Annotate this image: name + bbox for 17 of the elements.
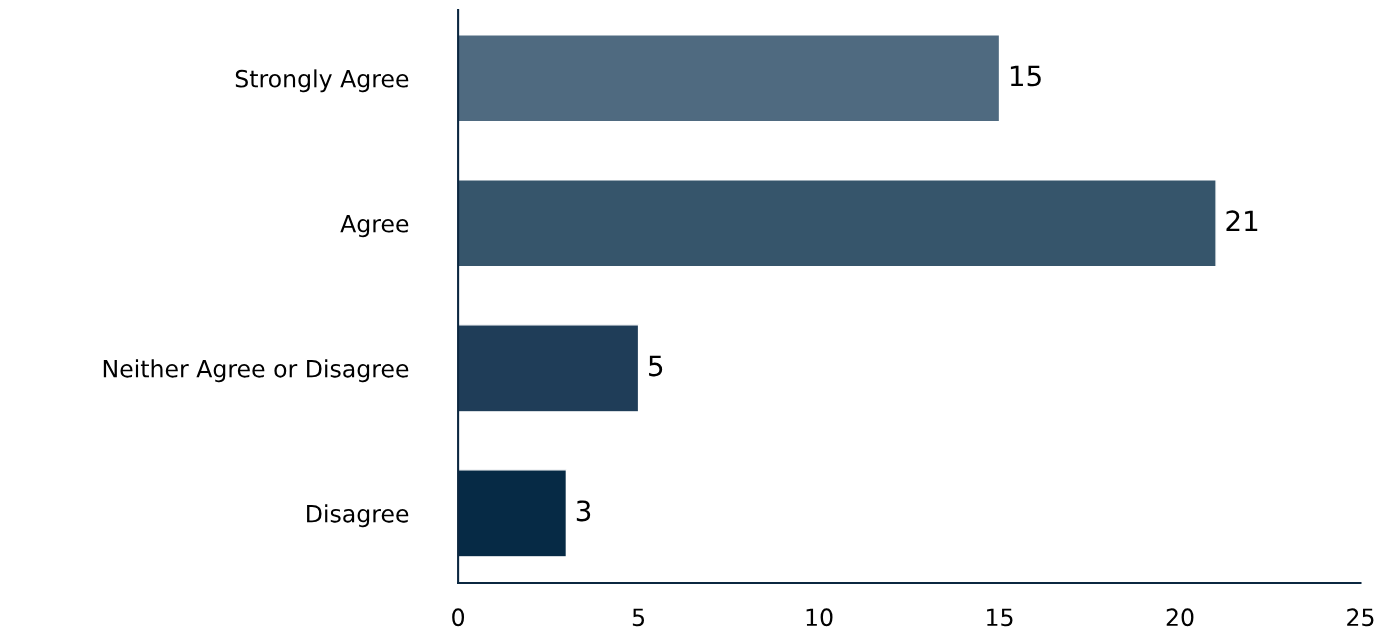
y-tick-label: Neither Agree or Disagree (103, 359, 409, 383)
x-tick-label: 5 (632, 608, 645, 627)
data-label: 21 (1226, 210, 1258, 231)
x-tick-label: 20 (1166, 608, 1194, 627)
y-tick-label: Agree (340, 215, 409, 238)
data-label: 15 (1010, 65, 1041, 87)
bar (458, 324, 640, 413)
x-tick-label: 0 (452, 608, 465, 627)
data-label: 3 (576, 500, 591, 522)
data-label: 5 (649, 355, 663, 377)
x-tick-label: 15 (987, 608, 1013, 627)
bar (458, 179, 1217, 268)
y-tick-label: Strongly Agree (235, 69, 409, 93)
y-tick-label: Disagree (307, 504, 409, 528)
x-tick-label: 25 (1347, 608, 1374, 627)
x-tick-label: 10 (806, 608, 833, 627)
bar (458, 34, 1001, 123)
